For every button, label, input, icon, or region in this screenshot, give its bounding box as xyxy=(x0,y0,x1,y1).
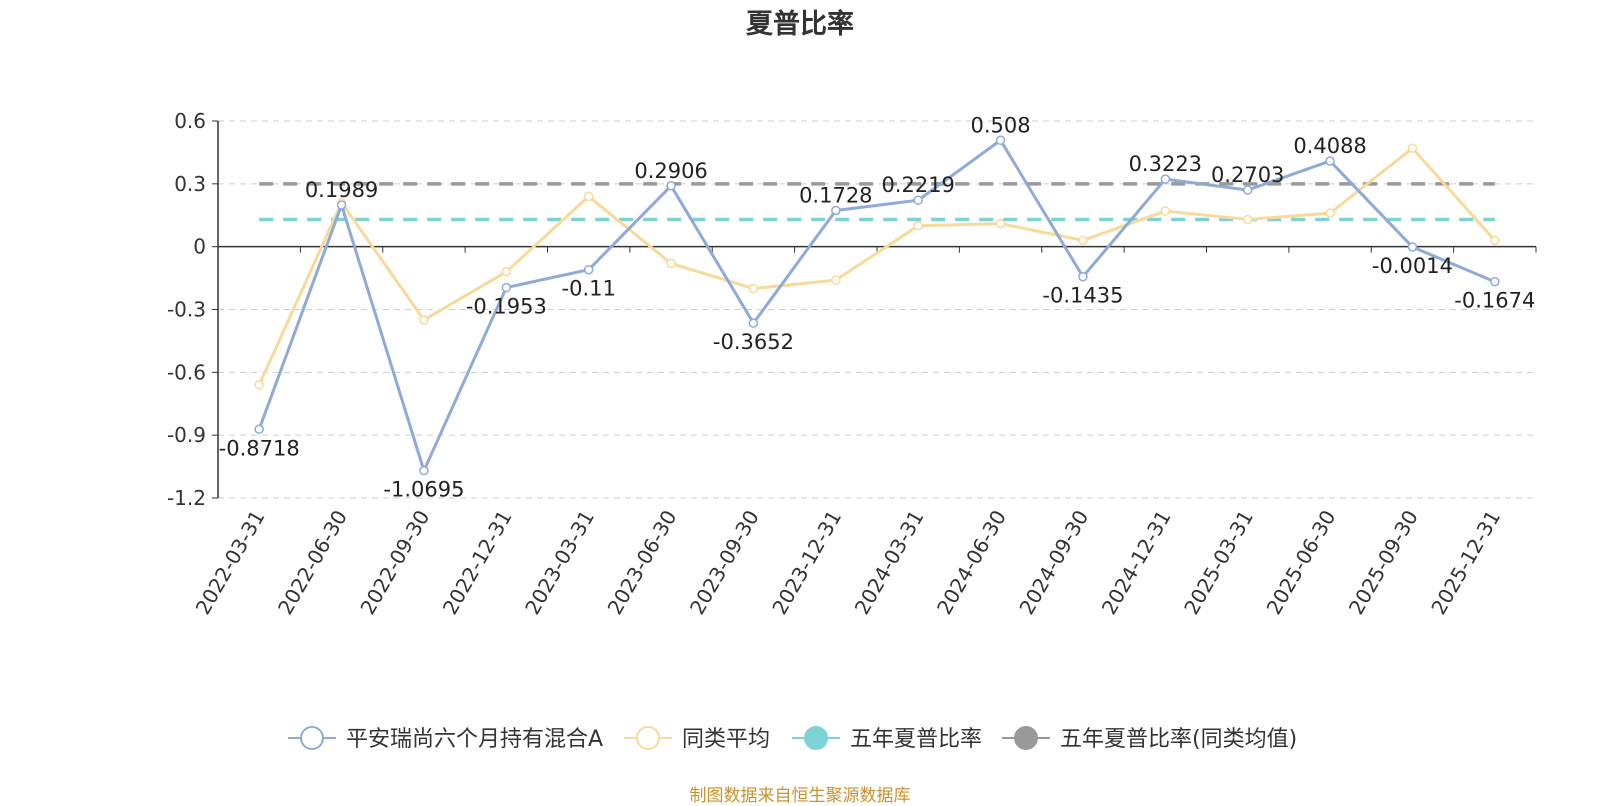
legend-item[interactable]: 五年夏普比率(同类均值) xyxy=(1002,726,1297,752)
x-tick-label: 2024-09-30 xyxy=(1014,506,1093,619)
legend-label: 同类平均 xyxy=(682,727,770,752)
data-point xyxy=(831,275,841,285)
x-tick-label: 2025-12-31 xyxy=(1426,506,1505,619)
data-point xyxy=(583,191,594,202)
x-tick-label: 2022-06-30 xyxy=(273,506,352,619)
legend-item[interactable]: 平安瑞尚六个月持有混合A xyxy=(288,726,603,752)
data-label: -0.11 xyxy=(562,277,616,301)
data-point xyxy=(666,181,676,191)
y-tick-label: 0.3 xyxy=(174,172,206,196)
data-point xyxy=(583,264,594,275)
y-tick-label: -0.3 xyxy=(167,298,206,322)
data-point xyxy=(913,220,923,231)
x-tick-label: 2024-03-31 xyxy=(850,506,929,619)
data-point xyxy=(666,258,676,269)
data-point xyxy=(995,135,1006,146)
series-layer xyxy=(254,135,1500,476)
legend-marker xyxy=(1014,726,1038,750)
data-point xyxy=(748,318,759,328)
data-label: -0.1674 xyxy=(1454,289,1535,313)
x-tick-label: 2025-09-30 xyxy=(1344,506,1423,619)
data-label: -0.1953 xyxy=(466,295,547,319)
data-labels: -0.8718 0.1989 -1.0695 -0.1953 -0.11 0.2906 -0… xyxy=(219,113,1536,501)
data-point xyxy=(1407,143,1418,153)
data-point xyxy=(501,282,512,293)
data-point xyxy=(1490,276,1500,287)
data-point xyxy=(995,218,1006,229)
data-label: -0.0014 xyxy=(1372,254,1453,278)
x-tick-label: 2023-12-31 xyxy=(767,506,846,619)
data-label: 0.1989 xyxy=(305,178,378,202)
data-point xyxy=(1242,185,1253,195)
series-line xyxy=(257,146,1496,386)
x-tick-label: 2023-03-31 xyxy=(520,506,599,619)
legend-marker xyxy=(804,726,828,750)
data-label: -0.1435 xyxy=(1042,284,1123,308)
data-label: -0.3652 xyxy=(713,330,794,354)
legend-marker xyxy=(636,726,660,750)
data-point xyxy=(1325,156,1335,166)
x-tick-label: 2022-03-31 xyxy=(191,506,270,619)
data-point xyxy=(1325,208,1335,218)
x-tick-label: 2024-06-30 xyxy=(932,506,1011,619)
data-label: 0.2703 xyxy=(1211,163,1284,187)
y-tick-label: -0.6 xyxy=(167,360,206,384)
data-label: 0.2219 xyxy=(881,173,954,197)
data-point xyxy=(501,267,512,277)
x-tick-label: 2024-12-31 xyxy=(1097,506,1176,619)
data-point xyxy=(1160,206,1171,216)
data-point xyxy=(1242,214,1253,225)
legend-label: 平安瑞尚六个月持有混合A xyxy=(346,727,603,752)
x-tick-label: 2025-06-30 xyxy=(1262,506,1341,619)
y-tick-label: 0 xyxy=(193,235,206,259)
data-point xyxy=(748,283,759,294)
data-point xyxy=(419,465,429,476)
y-tick-label: -1.2 xyxy=(167,486,206,510)
y-tick-label: -0.9 xyxy=(167,423,206,447)
data-point xyxy=(1490,235,1500,246)
legend-label: 五年夏普比率(同类均值) xyxy=(1060,727,1297,752)
data-point xyxy=(419,315,429,325)
legend-item[interactable]: 五年夏普比率 xyxy=(792,726,982,752)
source-note: 制图数据来自恒生聚源数据库 xyxy=(689,786,911,806)
data-point xyxy=(254,380,264,390)
legend-item[interactable]: 同类平均 xyxy=(624,726,770,752)
y-tick-label: 0.6 xyxy=(174,109,206,133)
data-point xyxy=(336,200,347,210)
data-point xyxy=(1078,235,1088,246)
legend-label: 五年夏普比率 xyxy=(850,727,982,752)
data-label: 0.1728 xyxy=(799,183,872,207)
series-line xyxy=(257,138,1496,473)
x-tick-label: 2023-06-30 xyxy=(603,506,682,619)
data-point xyxy=(1160,174,1171,184)
data-label: 0.2906 xyxy=(634,159,707,183)
legend[interactable]: 平安瑞尚六个月持有混合A 同类平均 五年夏普比率 五年夏普比率(同类均值) xyxy=(288,726,1297,752)
data-point xyxy=(1407,242,1418,252)
x-tick-label: 2022-09-30 xyxy=(355,506,434,619)
data-label: 0.4088 xyxy=(1293,134,1366,158)
chart-title: 夏普比率 xyxy=(746,9,854,40)
x-tick-label: 2023-09-30 xyxy=(685,506,764,619)
data-point xyxy=(831,205,841,216)
data-label: 0.508 xyxy=(971,113,1031,137)
data-point xyxy=(913,195,923,205)
legend-marker xyxy=(300,726,324,750)
x-tick-label: 2025-03-31 xyxy=(1179,506,1258,619)
data-point xyxy=(1078,271,1088,282)
data-label: -0.8718 xyxy=(219,436,300,460)
data-label: -1.0695 xyxy=(383,478,464,502)
data-label: 0.3223 xyxy=(1129,152,1202,176)
x-tick-label: 2022-12-31 xyxy=(438,506,517,619)
reference-lines xyxy=(259,182,1495,222)
data-point xyxy=(254,424,264,435)
